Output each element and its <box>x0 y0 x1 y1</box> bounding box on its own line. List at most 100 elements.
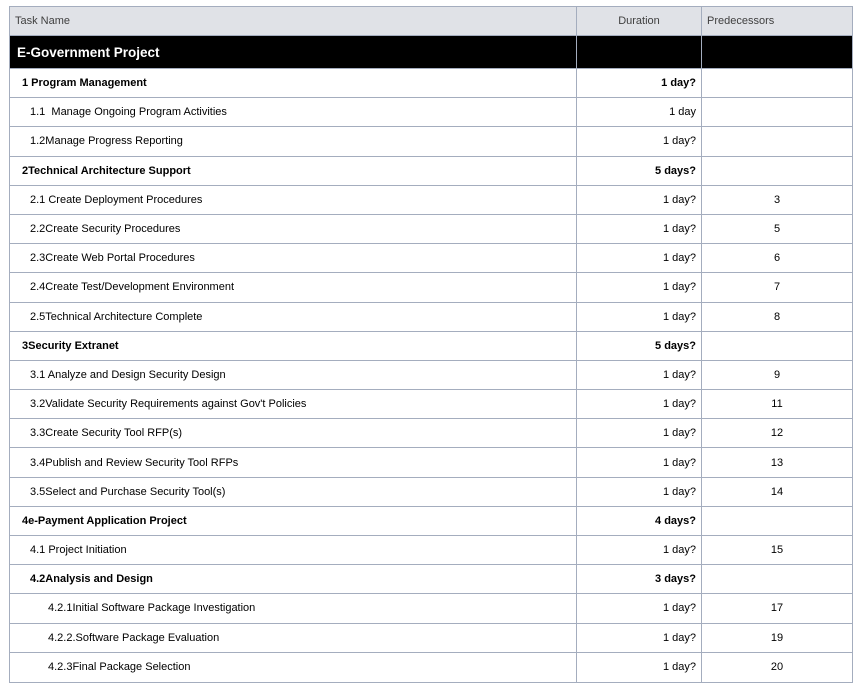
duration-cell[interactable]: 5 days? <box>576 156 701 185</box>
task-name-cell[interactable]: 4.2Analysis and Design <box>10 565 576 593</box>
table-row[interactable]: 1.1 Manage Ongoing Program Activities 1 … <box>10 98 852 128</box>
task-name-cell[interactable]: 2.3Create Web Portal Procedures <box>10 244 576 272</box>
predecessors-cell[interactable]: 14 <box>701 477 852 506</box>
duration-cell[interactable]: 1 day? <box>576 273 701 302</box>
duration-text: 1 day? <box>662 398 696 411</box>
task-name-text: 2.1 Create Deployment Procedures <box>30 193 203 206</box>
task-name-text: 2Technical Architecture Support <box>22 164 191 177</box>
table-row[interactable]: 4e-Payment Application Project 4 days? <box>10 506 852 536</box>
duration-text: 1 day? <box>662 252 696 265</box>
predecessors-cell[interactable]: 13 <box>701 448 852 477</box>
project-summary-row[interactable]: E-Government Project <box>10 36 852 69</box>
duration-cell[interactable]: 1 day <box>576 98 701 127</box>
table-row[interactable]: 1.2Manage Progress Reporting 1 day? <box>10 127 852 157</box>
project-duration-cell[interactable] <box>576 36 701 68</box>
predecessors-cell[interactable]: 8 <box>701 302 852 331</box>
table-row[interactable]: 3Security Extranet 5 days? <box>10 331 852 361</box>
predecessors-cell[interactable]: 7 <box>701 273 852 302</box>
duration-cell[interactable]: 1 day? <box>576 302 701 331</box>
duration-cell[interactable]: 1 day? <box>576 69 701 98</box>
duration-cell[interactable]: 1 day? <box>576 536 701 565</box>
task-name-cell[interactable]: 4.2.2.Software Package Evaluation <box>10 624 576 652</box>
predecessors-cell[interactable]: 12 <box>701 419 852 448</box>
predecessors-cell[interactable] <box>701 98 852 127</box>
task-name-cell[interactable]: 4.2.1Initial Software Package Investigat… <box>10 594 576 622</box>
predecessors-cell[interactable]: 20 <box>701 652 852 682</box>
predecessors-cell[interactable]: 11 <box>701 390 852 419</box>
task-name-cell[interactable]: 3.5Select and Purchase Security Tool(s) <box>10 478 576 506</box>
predecessors-cell[interactable] <box>701 565 852 594</box>
predecessors-cell[interactable]: 3 <box>701 185 852 214</box>
table-row[interactable]: 4.2Analysis and Design 3 days? <box>10 565 852 595</box>
table-row[interactable]: 2Technical Architecture Support 5 days? <box>10 156 852 186</box>
task-name-cell[interactable]: 4.2.3Final Package Selection <box>10 653 576 682</box>
column-header-predecessors[interactable]: Predecessors <box>701 7 852 35</box>
task-name-cell[interactable]: 2.5Technical Architecture Complete <box>10 303 576 331</box>
duration-cell[interactable]: 1 day? <box>576 623 701 652</box>
table-row[interactable]: 2.3Create Web Portal Procedures 1 day? 6 <box>10 244 852 274</box>
duration-cell[interactable]: 1 day? <box>576 244 701 273</box>
table-row[interactable]: 3.2Validate Security Requirements agains… <box>10 390 852 420</box>
predecessors-cell[interactable]: 17 <box>701 594 852 623</box>
predecessors-cell[interactable]: 15 <box>701 536 852 565</box>
task-name-cell[interactable]: 2Technical Architecture Support <box>10 157 576 185</box>
task-name-cell[interactable]: 2.2Create Security Procedures <box>10 215 576 243</box>
table-row[interactable]: 3.1 Analyze and Design Security Design 1… <box>10 360 852 391</box>
table-row[interactable]: 2.5Technical Architecture Complete 1 day… <box>10 302 852 332</box>
predecessors-cell[interactable] <box>701 156 852 185</box>
duration-cell[interactable]: 1 day? <box>576 477 701 506</box>
table-row[interactable]: 4.1 Project Initiation 1 day? 15 <box>10 536 852 566</box>
predecessors-cell[interactable] <box>701 331 852 360</box>
duration-cell[interactable]: 3 days? <box>576 565 701 594</box>
duration-cell[interactable]: 1 day? <box>576 652 701 682</box>
duration-cell[interactable]: 1 day? <box>576 419 701 448</box>
table-row[interactable]: 4.2.3Final Package Selection 1 day? 20 <box>10 652 852 682</box>
table-row[interactable]: 4.2.1Initial Software Package Investigat… <box>10 594 852 624</box>
predecessors-cell[interactable] <box>701 69 852 98</box>
task-name-cell[interactable]: 4.1 Project Initiation <box>10 536 576 564</box>
table-row[interactable]: 4.2.2.Software Package Evaluation 1 day?… <box>10 623 852 653</box>
column-header-task-name[interactable]: Task Name <box>10 7 576 35</box>
duration-cell[interactable]: 1 day? <box>576 594 701 623</box>
task-name-cell[interactable]: 3.4Publish and Review Security Tool RFPs <box>10 448 576 476</box>
table-row[interactable]: 3.3Create Security Tool RFP(s) 1 day? 12 <box>10 419 852 449</box>
predecessors-text: 12 <box>770 427 784 440</box>
table-row[interactable]: 3.4Publish and Review Security Tool RFPs… <box>10 448 852 478</box>
task-name-cell[interactable]: 2.4Create Test/Development Environment <box>10 273 576 301</box>
duration-cell[interactable]: 1 day? <box>576 127 701 156</box>
table-row[interactable]: 2.2Create Security Procedures 1 day? 5 <box>10 214 852 245</box>
predecessors-cell[interactable] <box>701 127 852 156</box>
task-name-text: 3.5Select and Purchase Security Tool(s) <box>30 485 226 498</box>
predecessors-text: 17 <box>770 602 784 615</box>
duration-text: 1 day? <box>662 310 696 323</box>
duration-cell[interactable]: 1 day? <box>576 185 701 214</box>
task-name-text: 1 Program Management <box>22 77 147 90</box>
column-header-duration[interactable]: Duration <box>576 7 701 35</box>
task-name-cell[interactable]: 1.2Manage Progress Reporting <box>10 127 576 155</box>
task-name-cell[interactable]: 2.1 Create Deployment Procedures <box>10 186 576 214</box>
task-name-cell[interactable]: 3.2Validate Security Requirements agains… <box>10 390 576 418</box>
project-predecessors-cell[interactable] <box>701 36 852 68</box>
table-row[interactable]: 2.1 Create Deployment Procedures 1 day? … <box>10 185 852 215</box>
predecessors-cell[interactable]: 6 <box>701 244 852 273</box>
predecessors-cell[interactable]: 9 <box>701 360 852 390</box>
task-name-cell[interactable]: 1.1 Manage Ongoing Program Activities <box>10 98 576 126</box>
task-name-cell[interactable]: 4e-Payment Application Project <box>10 507 576 535</box>
task-name-cell[interactable]: 3Security Extranet <box>10 332 576 360</box>
task-name-cell[interactable]: 3.1 Analyze and Design Security Design <box>10 361 576 389</box>
predecessors-cell[interactable] <box>701 506 852 535</box>
predecessors-cell[interactable]: 5 <box>701 214 852 244</box>
duration-cell[interactable]: 1 day? <box>576 360 701 390</box>
task-name-cell[interactable]: 1 Program Management <box>10 69 576 97</box>
predecessors-cell[interactable]: 19 <box>701 623 852 652</box>
table-row[interactable]: 3.5Select and Purchase Security Tool(s) … <box>10 477 852 507</box>
duration-cell[interactable]: 1 day? <box>576 214 701 244</box>
duration-cell[interactable]: 1 day? <box>576 390 701 419</box>
task-name-cell[interactable]: 3.3Create Security Tool RFP(s) <box>10 419 576 447</box>
table-row[interactable]: 2.4Create Test/Development Environment 1… <box>10 273 852 303</box>
duration-cell[interactable]: 4 days? <box>576 506 701 535</box>
project-name-cell[interactable]: E-Government Project <box>10 36 576 68</box>
duration-cell[interactable]: 5 days? <box>576 331 701 360</box>
duration-cell[interactable]: 1 day? <box>576 448 701 477</box>
table-row[interactable]: 1 Program Management 1 day? <box>10 69 852 99</box>
